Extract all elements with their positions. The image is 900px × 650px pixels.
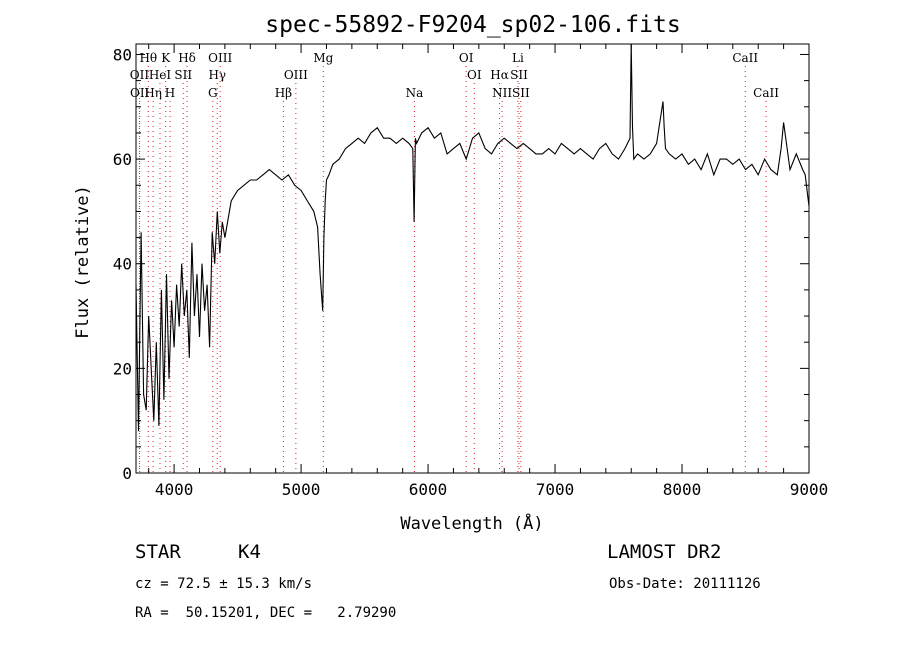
object-class: STAR	[135, 541, 181, 563]
spectral-line-label: H	[165, 86, 175, 100]
x-axis: 4000 5000 6000 7000 8000 9000	[148, 44, 829, 499]
x-tick-label: 5000	[282, 480, 321, 499]
spectral-line-label: SII	[512, 86, 530, 100]
spectral-line-label: K	[161, 51, 171, 65]
y-axis: 0 20 40 60 80	[113, 45, 809, 483]
spectral-line-label: Mg	[313, 51, 333, 65]
spectral-line-label: Hδ	[178, 51, 196, 65]
x-axis-label: Wavelength (Å)	[400, 512, 543, 534]
x-tick-label: 7000	[536, 480, 575, 499]
spectral-line-label: CaII	[732, 51, 758, 65]
spectral-line-label: Hθ	[139, 51, 157, 65]
spectral-line-label: Hγ	[208, 68, 226, 82]
y-tick-label: 40	[113, 255, 132, 274]
y-tick-label: 0	[122, 464, 132, 483]
x-tick-label: 4000	[155, 480, 194, 499]
spectral-line-label: OII	[130, 86, 150, 100]
spectrum-line	[135, 43, 810, 432]
spectral-line-label: SII	[174, 68, 192, 82]
spectral-line-label: OI	[467, 68, 482, 82]
x-tick-label: 8000	[663, 480, 702, 499]
spectral-line-label: SII	[510, 68, 528, 82]
spectral-line-label: OIII	[208, 51, 232, 65]
redshift-velocity: cz = 72.5 ± 15.3 km/s	[135, 576, 313, 592]
plot-frame	[135, 43, 810, 474]
spectral-line-label: CaII	[753, 86, 779, 100]
spectral-line-label: Hα	[490, 68, 509, 82]
y-tick-label: 20	[113, 359, 132, 378]
spectral-line-label: NII	[492, 86, 512, 100]
x-tick-label: 6000	[409, 480, 448, 499]
spectral-line-label: G	[208, 86, 218, 100]
x-tick-label: 9000	[790, 480, 829, 499]
spectral-line-label: Hη	[144, 86, 162, 100]
observation-date: Obs-Date: 20111126	[609, 576, 761, 592]
sky-coordinates: RA = 50.15201, DEC = 2.79290	[135, 605, 397, 621]
spectral-line-label: OII	[130, 68, 150, 82]
chart-title: spec-55892-F9204_sp02-106.fits	[265, 12, 680, 38]
spectral-line-markers	[138, 66, 767, 473]
spectral-line-label: OI	[459, 51, 474, 65]
y-axis-label: Flux (relative)	[73, 185, 93, 339]
spectral-line-label: Na	[406, 86, 424, 100]
spectral-line-label: OIII	[284, 68, 308, 82]
y-tick-label: 80	[113, 45, 132, 64]
y-tick-label: 60	[113, 150, 132, 169]
spectral-line-label: Li	[512, 51, 524, 65]
object-subclass: K4	[238, 541, 261, 563]
spectral-line-label: HeI	[149, 68, 172, 82]
survey-name: LAMOST DR2	[607, 541, 722, 563]
spectral-line-label: Hβ	[275, 86, 292, 100]
